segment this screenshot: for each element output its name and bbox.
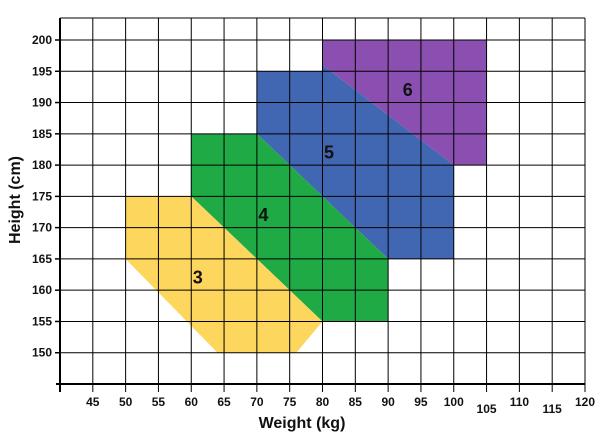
y-tick-label: 185 xyxy=(32,127,52,141)
x-tick-label: 80 xyxy=(316,395,330,409)
x-tick-label: 60 xyxy=(185,395,199,409)
y-tick-label: 160 xyxy=(32,283,52,297)
y-tick-label: 195 xyxy=(32,64,52,78)
y-tick-label: 155 xyxy=(32,314,52,328)
x-tick-label: 50 xyxy=(119,395,133,409)
x-tick-label: 115 xyxy=(543,402,563,416)
x-tick-label: 45 xyxy=(86,395,100,409)
region-3-label: 3 xyxy=(193,268,203,288)
y-tick-label: 190 xyxy=(32,96,52,110)
y-tick-label: 175 xyxy=(32,189,52,203)
x-tick-label: 105 xyxy=(477,402,497,416)
region-4-label: 4 xyxy=(258,205,268,225)
x-tick-label: 100 xyxy=(444,395,464,409)
x-tick-label: 90 xyxy=(381,395,395,409)
y-tick-label: 150 xyxy=(32,346,52,360)
x-axis-title: Weight (kg) xyxy=(259,415,346,432)
y-tick-label: 180 xyxy=(32,158,52,172)
y-tick-label: 170 xyxy=(32,221,52,235)
x-tick-label: 70 xyxy=(250,395,264,409)
region-labels: 6 5 4 3 xyxy=(193,80,413,288)
region-6-label: 6 xyxy=(403,80,413,100)
x-tick-label: 110 xyxy=(510,395,530,409)
x-tick-label: 85 xyxy=(349,395,363,409)
x-tick-label: 75 xyxy=(283,395,297,409)
x-tick-label: 120 xyxy=(575,395,595,409)
region-5-label: 5 xyxy=(324,143,334,163)
axes xyxy=(56,18,585,392)
y-tick-label: 165 xyxy=(32,252,52,266)
y-axis-title: Height (cm) xyxy=(7,156,24,244)
x-tick-labels: 45 50 55 60 65 70 75 80 85 90 95 100 105 110 115 120 xyxy=(86,395,595,416)
y-tick-label: 200 xyxy=(32,33,52,47)
grid-lines xyxy=(60,17,586,392)
x-tick-label: 55 xyxy=(152,395,166,409)
y-tick-labels: 150 155 160 165 170 175 180 185 190 195 200 xyxy=(32,33,60,360)
x-tick-label: 95 xyxy=(414,395,428,409)
x-tick-label: 65 xyxy=(217,395,231,409)
